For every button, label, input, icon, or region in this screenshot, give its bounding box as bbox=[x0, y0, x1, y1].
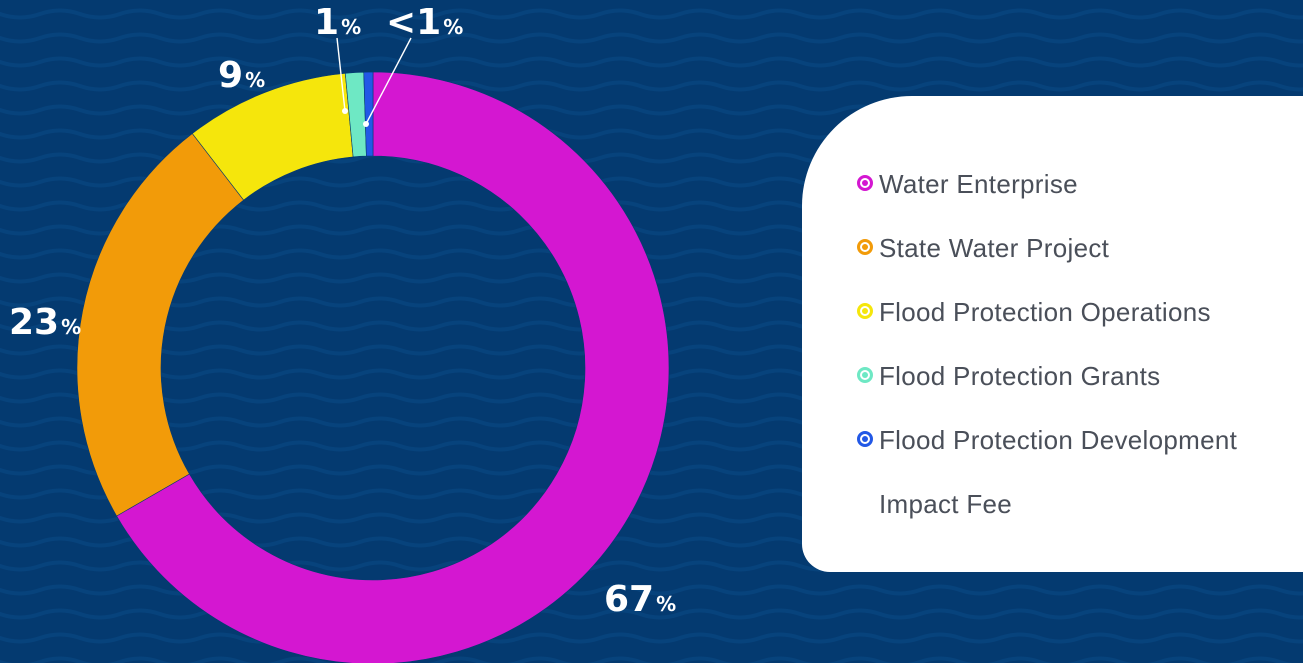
donut-slices bbox=[76, 71, 670, 663]
legend-item: Flood Protection Grants bbox=[857, 360, 1299, 424]
legend-label: State Water Project bbox=[879, 233, 1110, 263]
leader-dot-3 bbox=[342, 108, 348, 114]
leader-lines bbox=[336, 37, 412, 127]
leader-dot-4 bbox=[363, 121, 369, 127]
legend-item: State Water Project bbox=[857, 232, 1299, 296]
value-labels: 67 % 23 % 9 % 1% <1% bbox=[9, 2, 676, 620]
value-label-3: 1% bbox=[314, 2, 361, 43]
legend-label: Water Enterprise bbox=[879, 169, 1078, 199]
legend-marker-icon bbox=[857, 239, 873, 255]
slice-4 bbox=[363, 71, 374, 157]
leader-line-3 bbox=[336, 37, 346, 112]
slice-1 bbox=[76, 133, 245, 517]
legend-item: Water Enterprise bbox=[857, 168, 1299, 232]
value-label-1: 23% bbox=[9, 302, 81, 343]
legend-item: Flood Protection Development Impact Fee bbox=[857, 424, 1299, 552]
legend-marker-icon bbox=[857, 175, 873, 191]
value-label-2: 9% bbox=[218, 55, 265, 96]
legend: Water Enterprise State Water Project Flood… bbox=[857, 168, 1299, 552]
legend-item: Flood Protection Operations bbox=[857, 296, 1299, 360]
legend-label: Flood Protection Operations bbox=[879, 297, 1211, 327]
legend-marker-icon bbox=[857, 303, 873, 319]
value-label-0: 67% bbox=[604, 579, 676, 620]
legend-label: Flood Protection Development Impact Fee bbox=[879, 425, 1238, 519]
legend-panel bbox=[802, 96, 1303, 572]
legend-marker-icon bbox=[857, 367, 873, 383]
value-label-4: <1% bbox=[386, 2, 463, 43]
legend-marker-icon bbox=[857, 431, 873, 447]
leader-line-4 bbox=[365, 37, 412, 125]
slice-0 bbox=[116, 71, 670, 663]
legend-label: Flood Protection Grants bbox=[879, 361, 1161, 391]
